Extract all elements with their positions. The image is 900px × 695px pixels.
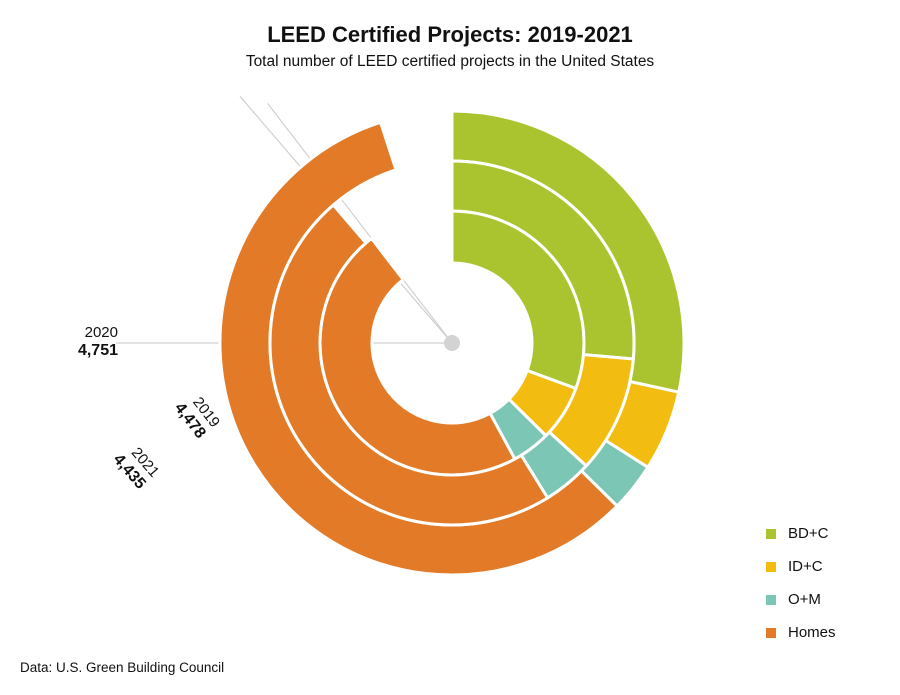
legend-label-om: O+M bbox=[788, 591, 821, 608]
legend: BD+C ID+C O+M Homes bbox=[766, 524, 836, 656]
arc-2021-homes[interactable]: 2021 Homes: 2375 bbox=[268, 203, 550, 527]
legend-swatch-homes bbox=[766, 628, 776, 638]
legend-item-bdc: BD+C bbox=[766, 524, 836, 557]
leader-line-2019 bbox=[267, 103, 453, 344]
ring-year-2020: 2020 bbox=[85, 324, 118, 341]
data-source: Data: U.S. Green Building Council bbox=[20, 660, 225, 675]
center-dot bbox=[444, 335, 460, 351]
legend-item-homes: Homes bbox=[766, 623, 836, 656]
legend-label-idc: ID+C bbox=[788, 558, 823, 575]
chart-title: LEED Certified Projects: 2019-2021 bbox=[267, 22, 633, 47]
legend-label-homes: Homes bbox=[788, 624, 836, 641]
legend-swatch-bdc bbox=[766, 529, 776, 539]
legend-item-idc: ID+C bbox=[766, 557, 836, 590]
legend-swatch-idc bbox=[766, 562, 776, 572]
legend-swatch-om bbox=[766, 595, 776, 605]
chart-subtitle: Total number of LEED certified projects … bbox=[245, 53, 655, 70]
legend-item-om: O+M bbox=[766, 590, 836, 623]
ring-total-2020: 4,751 bbox=[78, 342, 118, 359]
legend-label-bdc: BD+C bbox=[788, 525, 829, 542]
